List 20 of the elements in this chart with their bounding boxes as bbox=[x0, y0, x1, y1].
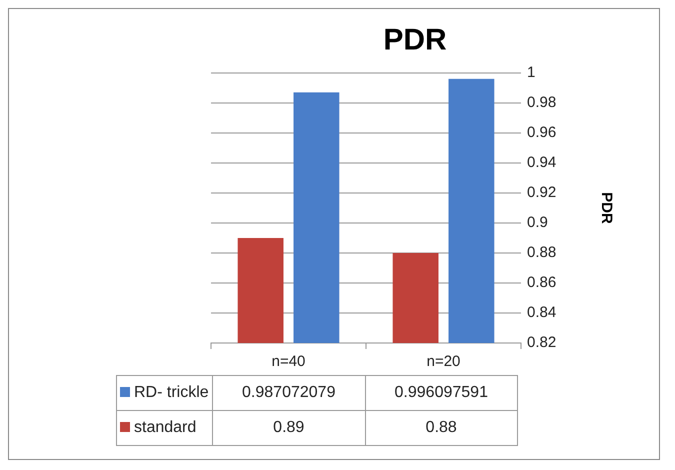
y-tick-label: 0.98 bbox=[527, 94, 556, 112]
y-tick-label: 0.88 bbox=[527, 244, 556, 262]
y-tick-label: 0.82 bbox=[527, 334, 556, 352]
x-tick-label: n=20 bbox=[426, 353, 460, 370]
chart-title: PDR bbox=[383, 23, 448, 56]
data-label: 0.89 bbox=[212, 410, 365, 446]
data-label: 0.996097591 bbox=[365, 376, 518, 410]
y-tick-label: 0.92 bbox=[527, 184, 556, 202]
y-axis-title: PDR bbox=[598, 192, 615, 224]
y-tick-label: 0.96 bbox=[527, 124, 556, 142]
legend-label: standard bbox=[134, 419, 196, 436]
data-label: 0.88 bbox=[365, 410, 518, 446]
y-tick-label: 1 bbox=[527, 64, 536, 82]
y-tick-label: 0.9 bbox=[527, 214, 548, 232]
legend-label: RD- trickle bbox=[134, 384, 209, 401]
y-tick-label: 0.86 bbox=[527, 274, 556, 292]
x-tick-label: n=40 bbox=[272, 353, 306, 370]
data-label: 0.987072079 bbox=[212, 376, 365, 410]
y-tick-label: 0.94 bbox=[527, 154, 556, 172]
y-tick-label: 0.84 bbox=[527, 304, 556, 322]
